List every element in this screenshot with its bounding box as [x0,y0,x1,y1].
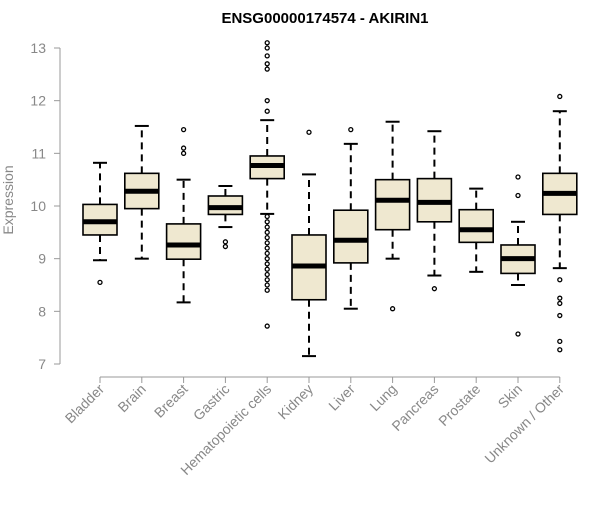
x-tick-label: Kidney [275,381,317,423]
outlier-point [264,108,270,114]
outlier-point [180,126,187,133]
outlier-point [264,277,270,283]
outlier-point [180,145,187,151]
outlier-point [264,234,270,241]
outlier-point [264,53,270,59]
outlier-point [557,295,563,301]
box-group [291,129,327,358]
outlier-point [557,300,563,307]
x-tick-label: Breast [151,381,191,421]
y-tick-label: 11 [31,145,46,161]
outlier-point [264,219,270,225]
outlier-point [431,286,438,292]
outlier-point [264,287,270,293]
y-tick-label: 10 [30,198,46,214]
y-axis-label: Expression [0,165,16,234]
outlier-point [222,239,229,245]
y-tick-label: 9 [38,251,46,267]
box-iqr [332,209,369,264]
outlier-point [348,126,354,133]
box-group [374,120,411,312]
outlier-point [264,229,270,235]
outlier-point [557,312,563,319]
box-group [458,187,495,273]
outlier-point [264,261,270,267]
box-group [165,126,202,304]
box-group [500,174,536,337]
box-iqr [458,208,495,244]
outlier-point [264,40,270,46]
outlier-point [264,256,270,262]
outlier-point [264,213,270,220]
outlier-point [222,243,229,250]
outlier-point [180,150,187,156]
outlier-point [264,245,270,251]
x-tick-label: Liver [325,381,358,414]
x-tick-label: Skin [495,381,526,412]
box-iqr [165,223,202,260]
box-group [124,124,160,260]
outlier-point [264,271,270,278]
outlier-point [97,279,103,286]
x-tick-label: Lung [366,381,399,414]
outlier-point [557,347,563,353]
outlier-point [264,282,270,288]
outlier-point [557,93,563,100]
outlier-point [264,61,270,67]
box-group [541,93,578,353]
outlier-point [264,224,270,230]
outlier-point [557,277,563,283]
outlier-point [264,323,270,329]
outlier-point [515,331,521,337]
x-tick-label: Prostate [435,381,483,429]
x-tick-label: Brain [114,381,148,415]
outlier-point [264,66,270,72]
outlier-point [264,240,270,246]
box-group [82,161,118,286]
outlier-point [264,45,270,51]
box-iqr [374,178,411,231]
boxes-layer [82,40,578,358]
x-tick-label: Bladder [62,381,108,427]
outlier-point [557,338,563,345]
box-group [249,40,285,329]
y-tick-label: 12 [30,93,46,109]
outlier-point [515,174,521,180]
y-tick-label: 7 [38,356,46,372]
outlier-point [264,266,270,272]
y-tick-label: 13 [30,40,46,56]
y-tick-label: 8 [38,303,46,319]
box-group [332,126,369,310]
y-axis: 7 8 9 10 11 12 13 [30,40,61,372]
chart-title: ENSG00000174574 - AKIRIN1 [221,10,428,27]
outlier-point [389,306,396,312]
box-group [207,184,244,250]
outlier-point [264,250,270,257]
outlier-point [306,129,312,135]
box-group [416,130,453,292]
outlier-point [515,192,521,199]
x-tick-label: Unknown / Other [481,381,567,467]
outlier-point [264,98,270,104]
